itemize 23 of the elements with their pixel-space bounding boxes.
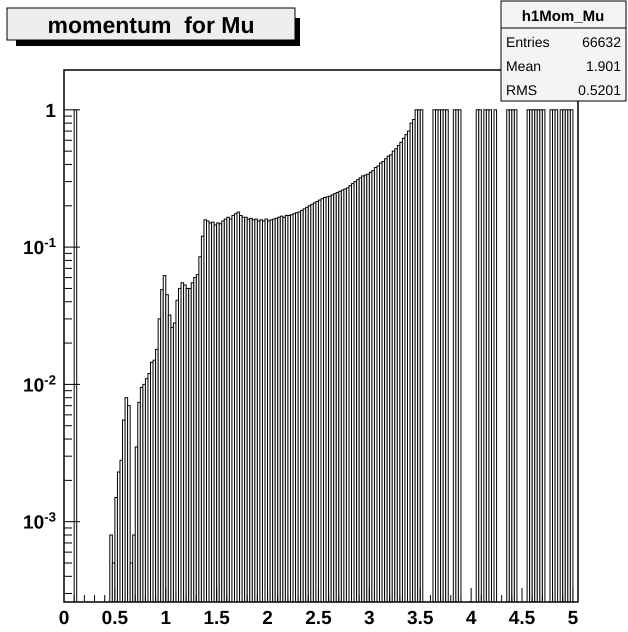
x-tick-label: 0.5 [102, 608, 129, 629]
annotation: Mean [506, 58, 542, 74]
text: Entries [506, 34, 550, 50]
y-tick-label: 1 [45, 100, 56, 122]
x-tick-label: 4 [466, 608, 477, 629]
text: 1.901 [586, 58, 622, 74]
x-tick-label: 2.5 [305, 608, 332, 629]
x-tick-label: 2 [262, 608, 273, 629]
annotation: RMS [506, 82, 538, 98]
text: 66632 [582, 34, 622, 50]
x-tick-label: 1.5 [203, 608, 230, 629]
x-tick-label: 4.5 [508, 608, 536, 629]
y-tick-label: 10$^{-3}$ [23, 509, 56, 534]
x-tick-label: 3.5 [407, 608, 434, 629]
y-tick-label: 10$^{-1}$ [23, 234, 57, 260]
x-tick-label: 0 [58, 608, 70, 629]
y-tick-label: 10$^{-2}$ [23, 372, 56, 396]
text: 0.5201 [578, 82, 622, 98]
x-tick-label: 1 [160, 608, 172, 629]
x-tick-label: 3 [364, 608, 375, 629]
text: h1Mom_Mu [522, 8, 604, 25]
chart-title: momentum for Mu [48, 12, 254, 38]
x-tick-label: 5 [568, 608, 579, 629]
